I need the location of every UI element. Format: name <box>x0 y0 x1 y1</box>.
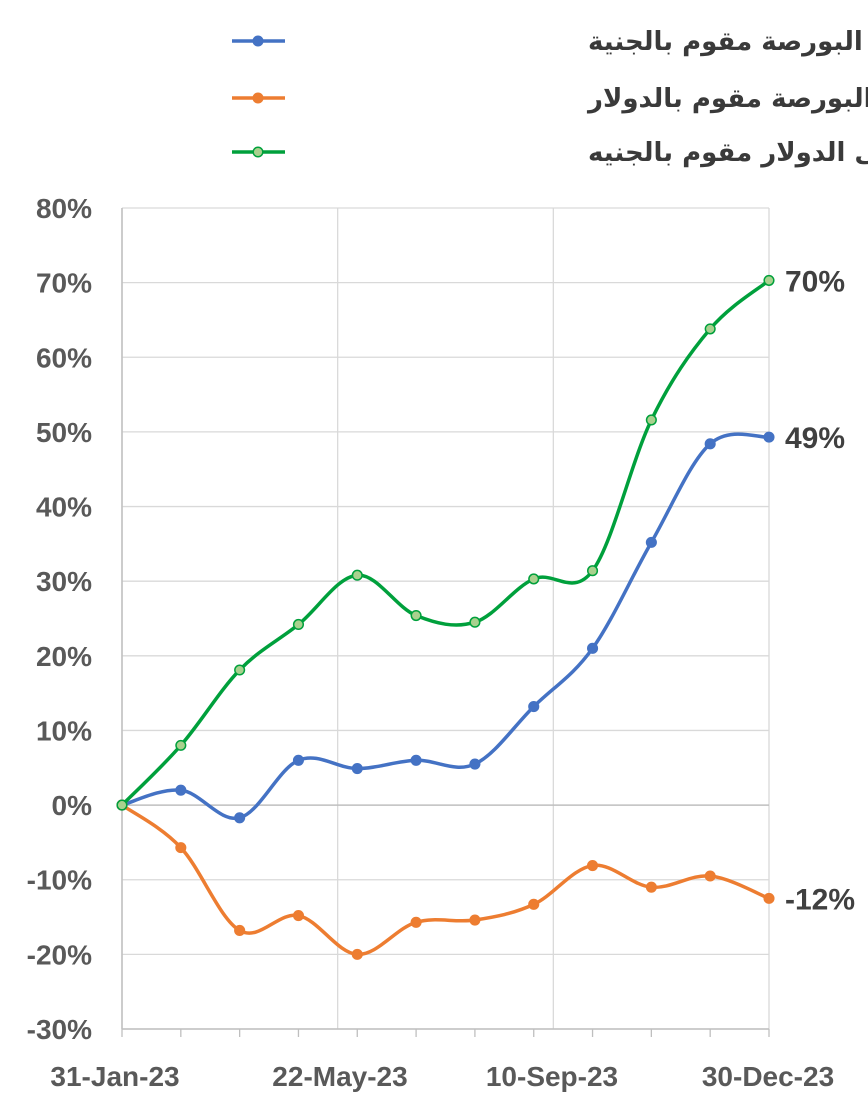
data-point <box>763 431 775 443</box>
y-tick-label: 40% <box>36 492 92 523</box>
y-tick-label: -30% <box>27 1014 92 1045</box>
legend-label: أداء البورصة مقوم بالجنية <box>588 24 868 57</box>
data-point <box>175 739 187 751</box>
data-point <box>763 274 775 286</box>
data-point <box>528 573 540 585</box>
y-tick-label: 80% <box>36 193 92 224</box>
data-point <box>292 754 305 766</box>
y-tick-label: 60% <box>36 342 92 373</box>
data-point <box>704 870 716 882</box>
y-tick-label: 30% <box>36 566 92 597</box>
data-point <box>116 799 128 811</box>
data-point <box>528 898 540 910</box>
x-tick-label: 10-Sep-23 <box>486 1061 618 1092</box>
data-point <box>351 762 363 775</box>
end-value-label: 49% <box>785 422 845 455</box>
x-tick-label: 31-Jan-23 <box>50 1061 179 1092</box>
data-point <box>351 569 363 581</box>
legend-entry: أداء البورصة مقوم بالجنية <box>232 24 868 57</box>
data-point <box>469 616 481 628</box>
y-tick-label: 10% <box>36 715 92 746</box>
legend: أداء البورصة مقوم بالجنية أداء البورصة مق… <box>232 24 868 168</box>
data-point <box>645 881 657 893</box>
legend-entry: أداء البورصة مقوم بالدولار <box>232 81 868 114</box>
data-point <box>351 948 363 960</box>
data-point <box>469 758 481 770</box>
y-tick-label: 20% <box>36 641 92 672</box>
data-point <box>645 536 657 548</box>
data-point <box>175 784 187 796</box>
legend-swatch-marker <box>252 146 264 158</box>
data-point <box>704 323 716 335</box>
data-point <box>292 910 305 922</box>
y-tick-label: -20% <box>27 939 92 970</box>
data-point <box>763 892 775 904</box>
data-point <box>410 754 422 766</box>
data-point <box>410 916 422 928</box>
axes: -30% -20% -10% 0% 10% 20% 30% 40% 50% 60% 70% 80% 31… <box>27 193 835 1092</box>
data-point <box>528 701 540 713</box>
y-tick-label: 70% <box>36 268 92 299</box>
y-tick-label: 50% <box>36 417 92 448</box>
data-point <box>292 618 305 631</box>
data-point <box>175 842 187 854</box>
legend-swatch-marker <box>252 35 264 47</box>
data-point <box>586 859 599 872</box>
data-point <box>704 438 716 450</box>
end-labels: 49% -12% 70% <box>785 265 855 916</box>
end-value-label: 70% <box>785 265 845 298</box>
y-tick-label: 0% <box>52 790 93 821</box>
series-line <box>121 432 770 820</box>
data-point <box>645 414 657 426</box>
data-point <box>234 924 246 937</box>
series-group <box>116 274 775 960</box>
legend-entry: العائد على الدولار مقوم بالجنيه <box>232 138 868 168</box>
series-1 <box>116 431 775 824</box>
legend-label: أداء البورصة مقوم بالدولار <box>586 81 868 114</box>
y-tick-label: -10% <box>27 865 92 896</box>
data-point <box>586 642 599 654</box>
data-point <box>586 565 599 577</box>
legend-label: العائد على الدولار مقوم بالجنيه <box>588 138 868 168</box>
legend-swatch-marker <box>252 92 264 104</box>
x-tick-label: 22-May-23 <box>272 1061 407 1092</box>
x-tick-label: 30-Dec-23 <box>702 1061 834 1092</box>
end-value-label: -12% <box>785 883 855 916</box>
series-line <box>120 279 771 807</box>
data-point <box>234 664 246 676</box>
data-point <box>410 609 422 622</box>
series-3 <box>116 274 775 811</box>
data-point <box>234 812 246 824</box>
data-point <box>469 914 481 926</box>
